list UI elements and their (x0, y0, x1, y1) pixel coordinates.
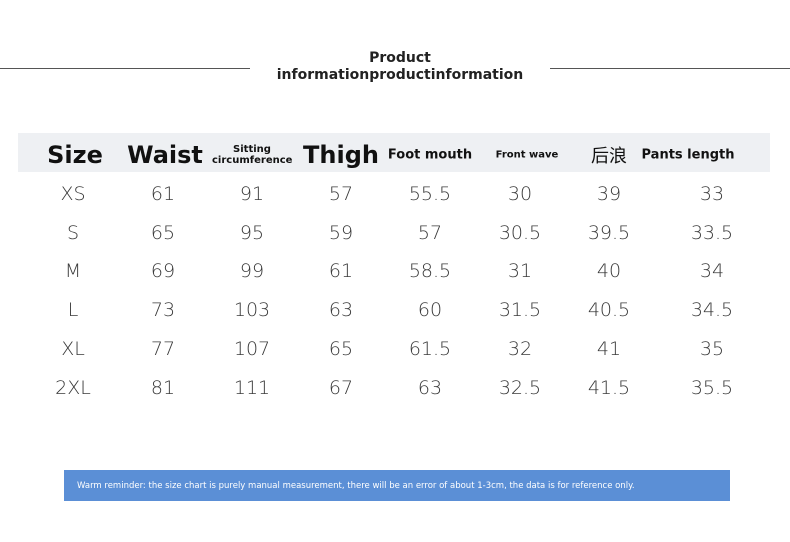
measurement: 99 (239, 260, 265, 283)
measurement: 32 (507, 337, 533, 360)
column-header: Front wave (495, 149, 559, 161)
measurement: 81 (150, 376, 176, 399)
column-header: Waist (127, 141, 203, 169)
measurement: 39.5 (587, 221, 631, 244)
table-header-bar (18, 133, 770, 172)
measurement: 95 (239, 221, 265, 244)
column-header: Thigh (303, 141, 379, 169)
measurement: 31 (507, 260, 533, 283)
measurement: 55.5 (408, 183, 452, 205)
measurement: 61 (328, 260, 354, 283)
column-header: Pants length (641, 147, 735, 163)
measurement: 41 (596, 337, 622, 360)
measurement: 41.5 (587, 376, 631, 399)
title-line: Product (365, 50, 435, 67)
measurement: 35 (699, 337, 725, 360)
measurement: 34 (699, 260, 725, 283)
size-label: L (67, 299, 79, 322)
measurement: 103 (233, 299, 271, 322)
measurement: 107 (233, 337, 271, 360)
measurement: 39 (596, 183, 622, 205)
column-header: 后浪 (591, 146, 627, 167)
measurement: 63 (328, 299, 354, 322)
measurement: 33 (699, 183, 725, 205)
measurement: 40 (596, 260, 622, 283)
measurement: 33.5 (690, 221, 734, 244)
footer-note: Warm reminder: the size chart is purely … (64, 470, 730, 501)
measurement: 30.5 (498, 221, 542, 244)
measurement: 63 (417, 376, 443, 399)
title: Product informationproductinformation (250, 50, 550, 84)
measurement: 73 (150, 299, 176, 322)
measurement: 57 (417, 221, 443, 244)
measurement: 30 (507, 183, 533, 205)
measurement: 34.5 (690, 299, 734, 322)
size-label: XS (60, 183, 86, 205)
measurement: 40.5 (587, 299, 631, 322)
measurement: 61.5 (408, 337, 452, 360)
measurement: 35.5 (690, 376, 734, 399)
measurement: 111 (233, 376, 271, 399)
measurement: 31.5 (498, 299, 542, 322)
measurement: 60 (417, 299, 443, 322)
title-line: informationproductinformation (272, 67, 528, 84)
measurement: 58.5 (408, 260, 452, 283)
size-label: XL (61, 337, 85, 360)
size-label: S (66, 221, 80, 244)
column-header: Sitting circumference (212, 144, 293, 166)
measurement: 61 (150, 183, 176, 205)
measurement: 69 (150, 260, 176, 283)
size-label: M (64, 260, 82, 283)
measurement: 77 (150, 337, 176, 360)
column-header: Foot mouth (387, 147, 473, 163)
measurement: 57 (328, 183, 354, 205)
measurement: 32.5 (498, 376, 542, 399)
measurement: 65 (328, 337, 354, 360)
measurement: 59 (328, 221, 354, 244)
size-label: 2XL (55, 376, 91, 399)
measurement: 67 (328, 376, 354, 399)
column-header: Size (47, 141, 103, 169)
measurement: 91 (239, 183, 265, 205)
measurement: 65 (150, 221, 176, 244)
